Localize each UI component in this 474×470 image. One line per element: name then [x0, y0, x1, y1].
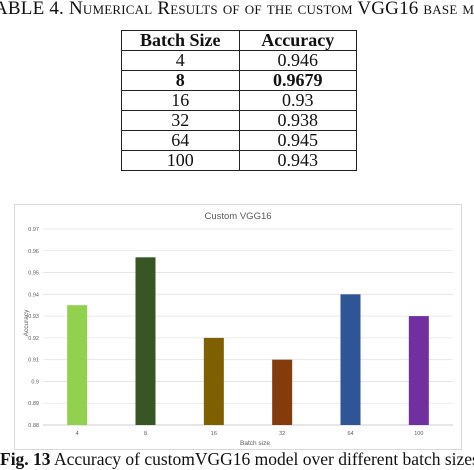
- table-row: 4 0.946: [121, 50, 357, 71]
- cell-batch: 8: [121, 70, 240, 91]
- cell-accuracy: 0.93: [238, 90, 357, 111]
- x-tick-label: 4: [76, 431, 79, 437]
- bars: [67, 257, 429, 425]
- y-tick-label: 0.95: [28, 271, 39, 277]
- y-tick-label: 0.91: [28, 358, 39, 364]
- chart-canvas: Custom VGG16 0.88 0.89 0.9 0.91 0.92 0.93 0.94…: [23, 211, 453, 447]
- cell-accuracy: 0.938: [238, 110, 357, 131]
- y-tick-label: 0.97: [28, 227, 39, 233]
- y-tick-label: 0.93: [28, 314, 39, 320]
- y-tick-label: 0.94: [28, 292, 39, 298]
- cell-batch: 100: [121, 150, 240, 171]
- figure-caption-text: Accuracy of customVGG16 model over diffe…: [50, 449, 474, 469]
- bar-batch-4: [67, 305, 88, 425]
- x-tick-label: 64: [347, 431, 353, 437]
- cell-batch: 64: [121, 130, 240, 151]
- y-tick-label: 0.88: [28, 423, 39, 429]
- bar-batch-64: [340, 294, 361, 425]
- figure-caption: Fig. 13 Accuracy of customVGG16 model ov…: [0, 448, 474, 470]
- table-header-row: Batch Size Accuracy: [121, 30, 357, 51]
- y-tick-labels: 0.88 0.89 0.9 0.91 0.92 0.93 0.94 0.95 0.96 0.97: [28, 227, 39, 429]
- header-accuracy: Accuracy: [238, 30, 357, 51]
- x-tick-label: 16: [211, 431, 217, 437]
- gridlines: [43, 228, 453, 426]
- table-row-best: 8 0.9679: [121, 70, 357, 91]
- table-row: 100 0.943: [121, 150, 357, 171]
- cell-accuracy: 0.943: [238, 150, 357, 171]
- x-tick-labels: 4 8 16 32 64 100: [76, 431, 424, 437]
- cell-accuracy: 0.945: [238, 130, 357, 151]
- y-tick-label: 0.92: [28, 336, 39, 342]
- table-caption-text: ABLE 4. Numerical Results of of the cust…: [0, 0, 474, 19]
- figure-label: Fig. 13: [0, 449, 51, 469]
- y-tick-label: 0.9: [31, 379, 39, 385]
- table-row: 32 0.938: [121, 110, 357, 131]
- bar-batch-32: [272, 359, 293, 425]
- bar-batch-100: [408, 316, 429, 425]
- table-row: 64 0.945: [121, 130, 357, 151]
- cell-batch: 16: [121, 90, 240, 111]
- bar-chart: Custom VGG16 0.88 0.89 0.9 0.91 0.92 0.93 0.94…: [14, 204, 462, 450]
- bar-batch-8: [135, 257, 156, 425]
- table-row: 16 0.93: [121, 90, 357, 111]
- results-table: Batch Size Accuracy 4 0.946 8 0.9679 16 …: [121, 30, 357, 171]
- header-batch-size: Batch Size: [121, 30, 240, 51]
- x-tick-label: 100: [414, 431, 423, 437]
- y-tick-label: 0.96: [28, 249, 39, 255]
- cell-accuracy: 0.9679: [238, 70, 357, 91]
- cell-accuracy: 0.946: [238, 50, 357, 71]
- table-caption: ABLE 4. Numerical Results of of the cust…: [0, 0, 474, 22]
- y-axis-label: Accuracy: [23, 309, 30, 336]
- x-axis-label: Batch size: [240, 440, 270, 447]
- x-tick-label: 8: [144, 431, 147, 437]
- y-tick-label: 0.89: [28, 401, 39, 407]
- x-tick-label: 32: [279, 431, 285, 437]
- bar-batch-16: [203, 337, 224, 425]
- chart-title: Custom VGG16: [204, 211, 271, 222]
- cell-batch: 4: [121, 50, 240, 71]
- cell-batch: 32: [121, 110, 240, 131]
